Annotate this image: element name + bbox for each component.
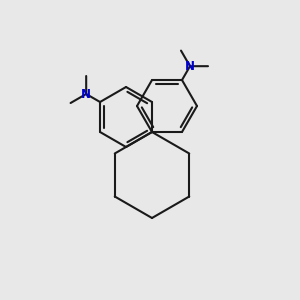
Text: N: N xyxy=(81,88,91,100)
Text: N: N xyxy=(185,60,195,73)
